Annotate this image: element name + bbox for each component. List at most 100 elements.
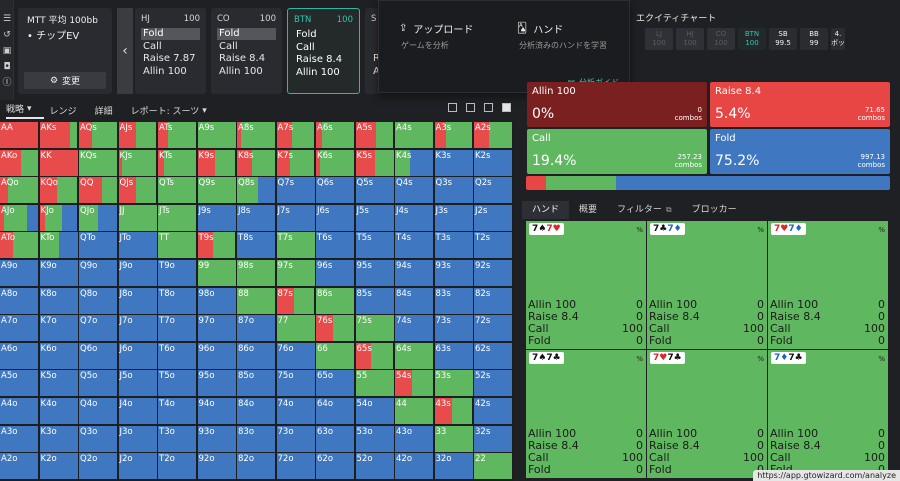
hand-cell[interactable]: 72o (276, 453, 315, 480)
tab-strategy[interactable]: 戦略 ▾ (6, 102, 44, 119)
hand-cell[interactable]: 42s (474, 398, 512, 424)
hand-cell[interactable]: A8o (0, 287, 38, 314)
hand-cell[interactable]: KQo (39, 177, 78, 204)
hand-cell[interactable]: 54o (355, 398, 394, 424)
action-summary-call[interactable]: Call 19.4% 257.23 combos (527, 129, 707, 174)
hand-cell[interactable]: J9o (118, 260, 157, 286)
hand-cell[interactable]: 87o (237, 315, 275, 342)
hand-cell[interactable]: Q6o (79, 342, 117, 369)
position-action[interactable]: Allin 100 (219, 65, 263, 77)
hand-cell[interactable]: 93s (434, 260, 473, 286)
hand-cell[interactable]: QJs (118, 177, 157, 204)
upload-item[interactable]: ⇪ アップロード ゲームを分析 (399, 21, 473, 51)
hand-cell[interactable]: 98s (237, 260, 275, 286)
hand-cell[interactable]: T2o (158, 453, 196, 480)
hand-cell[interactable]: 92s (474, 260, 512, 286)
hand-cell[interactable]: J6o (118, 342, 157, 369)
combo-card[interactable]: 7♥7♦% Allin 100 0 Raise 8.4 0 Call 100 Fold 0 (768, 221, 888, 349)
hand-cell[interactable]: K7o (39, 315, 78, 342)
hand-cell[interactable]: J2o (118, 453, 157, 480)
hand-cell[interactable]: J3o (118, 425, 157, 452)
hand-cell[interactable]: 84o (237, 398, 275, 424)
hand-cell[interactable]: 55 (355, 370, 394, 397)
position-action[interactable]: Fold (296, 29, 317, 40)
hand-cell[interactable]: 63s (434, 342, 473, 369)
hand-cell[interactable]: 87s (276, 287, 315, 314)
hand-cell[interactable]: K4o (39, 398, 78, 424)
hand-cell[interactable]: T4s (395, 232, 433, 259)
hand-cell[interactable]: K2o (39, 453, 78, 480)
view-split-icon[interactable] (466, 103, 475, 112)
hand-cell[interactable]: T8s (237, 232, 275, 259)
hand-cell[interactable]: 75o (276, 370, 315, 397)
hand-cell[interactable]: 65s (355, 342, 394, 369)
hand-cell[interactable]: JTs (158, 204, 196, 231)
hand-cell[interactable]: 86o (237, 342, 275, 369)
hand-cell[interactable]: J8s (237, 204, 275, 231)
hand-cell[interactable]: KJs (118, 149, 157, 176)
hand-cell[interactable]: Q2s (474, 177, 512, 204)
save-icon[interactable]: ▣ (2, 46, 12, 56)
hand-cell[interactable]: K2s (474, 149, 512, 176)
hand-cell[interactable]: 33 (434, 425, 473, 452)
hand-cell[interactable]: T6o (158, 342, 196, 369)
hand-cell[interactable]: A9s (197, 122, 236, 148)
position-action[interactable]: Raise 7.87 (143, 53, 196, 64)
seat-sb[interactable]: SB 99.5 (769, 28, 797, 50)
position-action[interactable]: Call (219, 40, 238, 52)
hand-cell[interactable]: Q9s (197, 177, 236, 204)
hand-cell[interactable]: 77 (276, 315, 315, 342)
hand-cell[interactable]: 65o (316, 370, 354, 397)
hand-cell[interactable]: AJs (118, 122, 157, 148)
hand-cell[interactable]: 94s (395, 260, 433, 286)
hand-cell[interactable]: K8s (237, 149, 275, 176)
hand-cell[interactable]: 64o (316, 398, 354, 424)
combo-card[interactable]: 7♠7♣% Allin 100 0 Raise 8.4 0 Call 100 Fold 0 (526, 350, 646, 478)
hand-cell[interactable]: 74s (395, 315, 433, 342)
tab-blockers[interactable]: ブロッカー (682, 201, 747, 219)
action-summary-allin-100[interactable]: Allin 100 0% 0 combos (527, 82, 707, 127)
hand-cell[interactable]: K8o (39, 287, 78, 314)
hand-cell[interactable]: J4o (118, 398, 157, 424)
hand-cell[interactable]: 52s (474, 370, 512, 397)
hand-cell[interactable]: 64s (395, 342, 433, 369)
hand-cell[interactable]: T2s (474, 232, 512, 259)
hand-cell[interactable]: AQo (0, 177, 38, 204)
tab-overview[interactable]: 概要 (569, 201, 607, 219)
hand-cell[interactable]: 44 (395, 398, 433, 424)
hand-cell[interactable]: A3s (434, 122, 473, 148)
position-card-hj[interactable]: HJ 100 Fold Call Raise 7.87 Allin 100 (135, 8, 206, 94)
hand-cell[interactable]: ATo (0, 232, 38, 259)
hand-cell[interactable]: J9s (197, 204, 236, 231)
hand-cell[interactable]: 84s (395, 287, 433, 314)
position-action[interactable]: Call (143, 40, 162, 52)
hand-cell[interactable]: J8o (118, 287, 157, 314)
hand-cell[interactable]: J2s (474, 204, 512, 231)
hand-cell[interactable]: ATs (158, 122, 196, 148)
hand-cell[interactable]: KQs (79, 149, 117, 176)
change-settings-button[interactable]: ⚙ 変更 (24, 72, 106, 89)
position-action[interactable]: A (373, 65, 380, 77)
hand-cell[interactable]: J3s (434, 204, 473, 231)
view-full-icon[interactable] (502, 103, 511, 112)
hand-cell[interactable]: 54s (395, 370, 433, 397)
hand-cell[interactable]: K3s (434, 149, 473, 176)
view-list-icon[interactable] (448, 103, 457, 112)
hand-cell[interactable]: Q8o (79, 287, 117, 314)
hand-cell[interactable]: K9o (39, 260, 78, 286)
hand-cell[interactable]: 82o (237, 453, 275, 480)
seat-bb[interactable]: BB 99 (800, 28, 828, 50)
hand-cell[interactable]: T9o (158, 260, 196, 286)
hand-cell[interactable]: A8s (237, 122, 275, 148)
hand-cell[interactable]: T4o (158, 398, 196, 424)
hand-cell[interactable]: 83s (434, 287, 473, 314)
hand-cell[interactable]: A4o (0, 398, 38, 424)
hand-cell[interactable]: T3s (434, 232, 473, 259)
seat-hj[interactable]: HJ 100 (676, 28, 704, 50)
hand-cell[interactable]: Q8s (237, 177, 275, 204)
hand-cell[interactable]: 62s (474, 342, 512, 369)
seat-4.[interactable]: 4. ボッ (831, 28, 845, 50)
hand-cell[interactable]: Q6s (316, 177, 354, 204)
hand-cell[interactable]: J4s (395, 204, 433, 231)
hand-cell[interactable]: A3o (0, 425, 38, 452)
